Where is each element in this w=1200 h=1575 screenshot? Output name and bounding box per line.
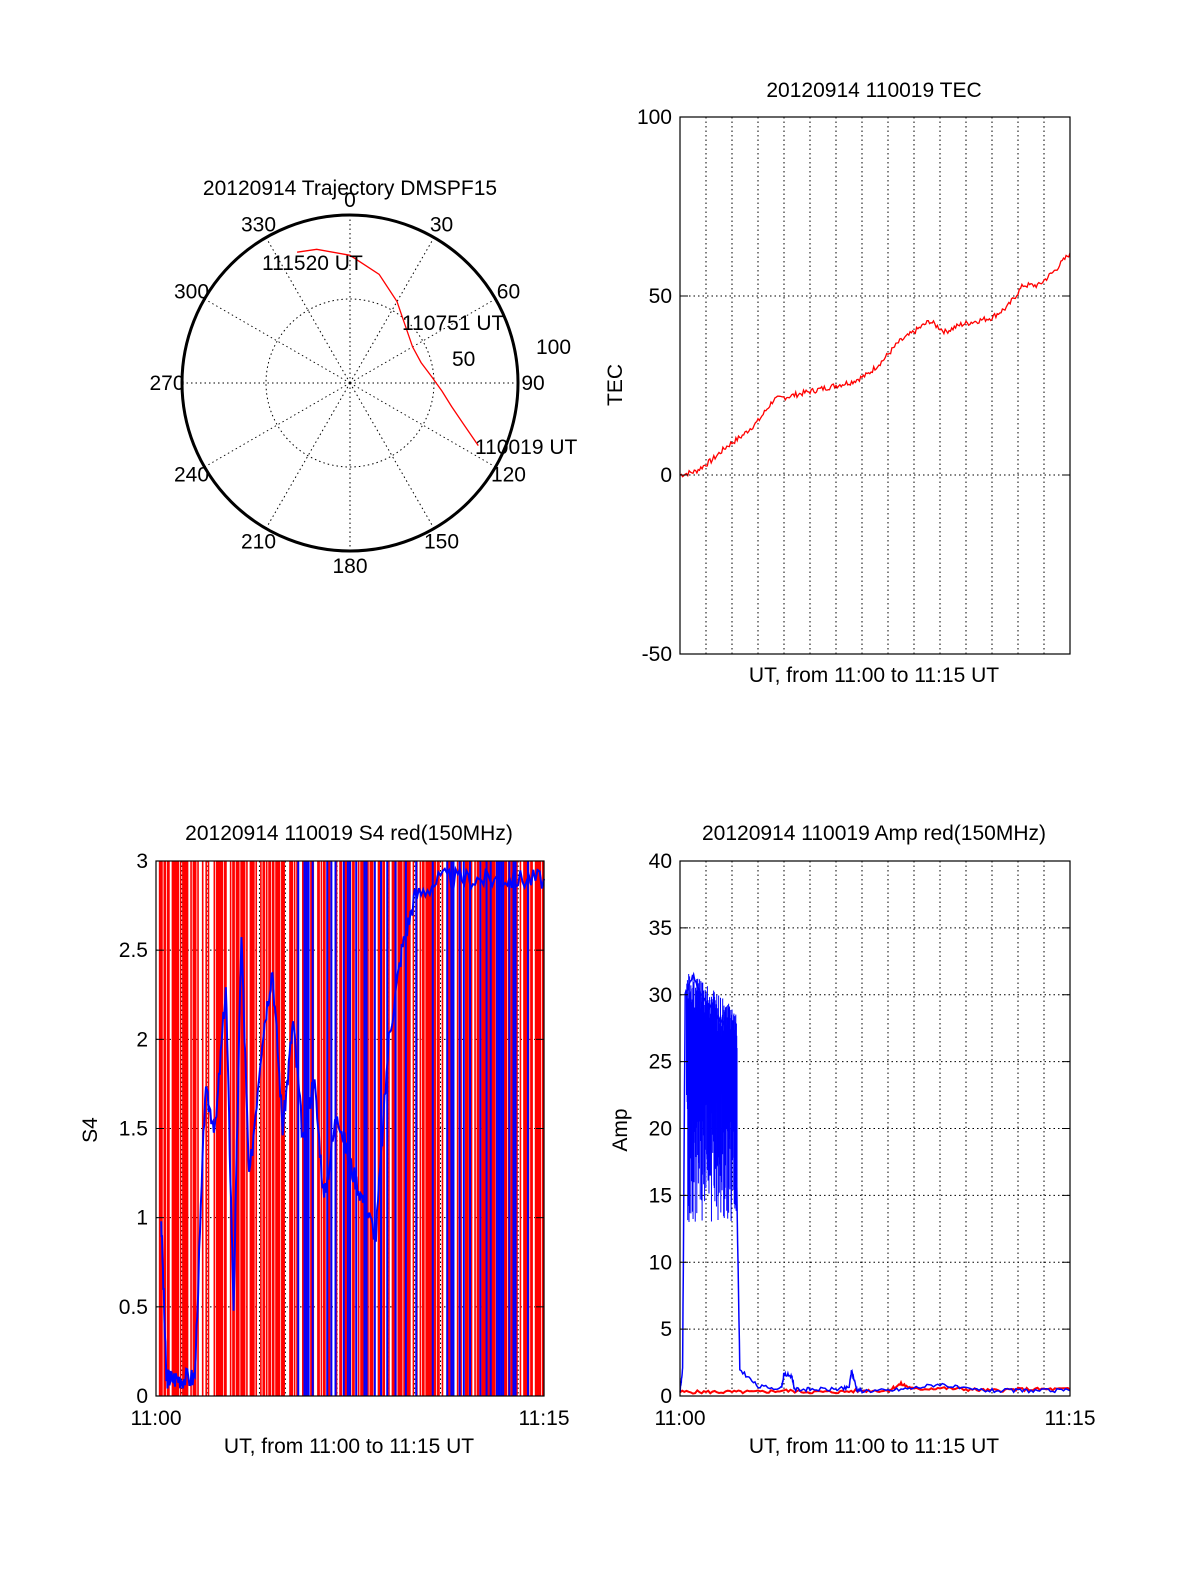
amp-blue-noise <box>686 974 738 1223</box>
azimuth-label: 240 <box>174 464 209 487</box>
amp-xlabel: UT, from 11:00 to 11:15 UT <box>749 1435 999 1458</box>
azimuth-label: 120 <box>491 464 526 487</box>
y-tick-label: 1.5 <box>119 1118 148 1141</box>
polar-grid <box>182 215 518 551</box>
azimuth-label: 210 <box>241 530 276 553</box>
polar-spoke <box>349 382 496 468</box>
y-tick-label: 0.5 <box>119 1296 148 1319</box>
y-tick-label: 0 <box>136 1385 148 1408</box>
y-tick-label: 25 <box>649 1051 672 1074</box>
y-tick-label: 0 <box>660 464 672 487</box>
annotation-end-time: 111520 UT <box>262 252 363 275</box>
polar-spoke <box>349 298 496 384</box>
trajectory-panel: 20120914 Trajectory DMSPF15 0 30 60 90 120 15… <box>149 177 577 578</box>
amp-panel: 20120914 110019 Amp red(150MHz) 0 5 10 15 20… <box>609 822 1096 1458</box>
polar-spoke <box>265 382 351 529</box>
s4-blue-series <box>160 865 545 1389</box>
azimuth-label: 300 <box>174 281 209 304</box>
s4-ylabel: S4 <box>79 1117 102 1143</box>
polar-spoke <box>349 382 435 529</box>
y-tick-label: 2.5 <box>119 939 148 962</box>
tec-ylabel: TEC <box>604 364 627 406</box>
azimuth-label: 0 <box>344 189 356 212</box>
tec-grid <box>680 117 1070 654</box>
y-tick-label: 2 <box>136 1028 148 1051</box>
azimuth-label: 330 <box>241 214 276 237</box>
y-tick-label: 20 <box>649 1118 672 1141</box>
azimuth-label: 30 <box>430 214 453 237</box>
y-tick-label: 30 <box>649 984 672 1007</box>
s4-y-ticks: 0 0.5 1 1.5 2 2.5 3 <box>119 850 544 1408</box>
polar-spoke <box>349 237 435 384</box>
polar-ring-50 <box>265 298 435 468</box>
amp-title: 20120914 110019 Amp red(150MHz) <box>702 822 1046 845</box>
tec-panel: 20120914 110019 TEC -50 0 50 100 TEC UT, fr… <box>604 79 1071 687</box>
amp-xtick-start: 11:00 <box>655 1407 706 1430</box>
tec-y-ticks: -50 0 50 100 <box>637 106 1070 666</box>
azimuth-label: 150 <box>424 530 459 553</box>
s4-xtick-end: 11:15 <box>519 1407 570 1430</box>
azimuth-label: 270 <box>149 372 184 395</box>
s4-xtick-start: 11:00 <box>131 1407 182 1430</box>
tec-xlabel: UT, from 11:00 to 11:15 UT <box>749 664 999 687</box>
y-tick-label: 1 <box>136 1207 148 1230</box>
azimuth-label: 60 <box>497 281 520 304</box>
annotation-start-time: 110019 UT <box>475 436 578 459</box>
polar-outer-ring <box>180 213 520 553</box>
polar-azimuth-labels: 0 30 60 90 120 150 180 210 240 270 300 330 <box>149 189 544 578</box>
y-tick-label: 3 <box>136 850 148 873</box>
s4-panel: 20120914 110019 S4 red(150MHz) 0 0.5 1 1.5 2… <box>79 822 570 1458</box>
tec-title: 20120914 110019 TEC <box>766 79 981 102</box>
amp-grid <box>680 861 1070 1396</box>
y-tick-label: 40 <box>649 850 672 873</box>
amp-y-ticks: 0 5 10 15 20 25 30 35 40 <box>649 850 1070 1408</box>
s4-xlabel: UT, from 11:00 to 11:15 UT <box>224 1435 474 1458</box>
azimuth-label: 90 <box>521 372 544 395</box>
amp-ylabel: Amp <box>609 1108 632 1151</box>
tec-series-line <box>679 252 1071 478</box>
y-tick-label: 100 <box>637 106 672 129</box>
y-tick-label: 5 <box>660 1318 672 1341</box>
amp-blue-series <box>679 971 1071 1394</box>
trajectory-line <box>297 248 479 446</box>
amp-red-series <box>679 1379 1071 1395</box>
radial-label-100: 100 <box>536 336 571 359</box>
y-tick-label: 15 <box>649 1184 672 1207</box>
y-tick-label: 50 <box>649 285 672 308</box>
trajectory-title: 20120914 Trajectory DMSPF15 <box>203 177 497 200</box>
polar-spoke <box>204 382 351 468</box>
s4-title: 20120914 110019 S4 red(150MHz) <box>185 822 513 845</box>
y-tick-label: 10 <box>649 1251 672 1274</box>
s4-red-spikes <box>158 861 545 1396</box>
annotation-mid-time: 110751 UT <box>402 312 505 335</box>
amp-xtick-end: 11:15 <box>1045 1407 1096 1430</box>
radial-label-50: 50 <box>452 348 475 371</box>
y-tick-label: 35 <box>649 917 672 940</box>
polar-spoke <box>265 237 351 384</box>
y-tick-label: 0 <box>660 1385 672 1408</box>
polar-spoke <box>204 298 351 384</box>
y-tick-label: -50 <box>642 643 672 666</box>
tec-plot-frame <box>679 116 1071 655</box>
azimuth-label: 180 <box>332 555 367 578</box>
